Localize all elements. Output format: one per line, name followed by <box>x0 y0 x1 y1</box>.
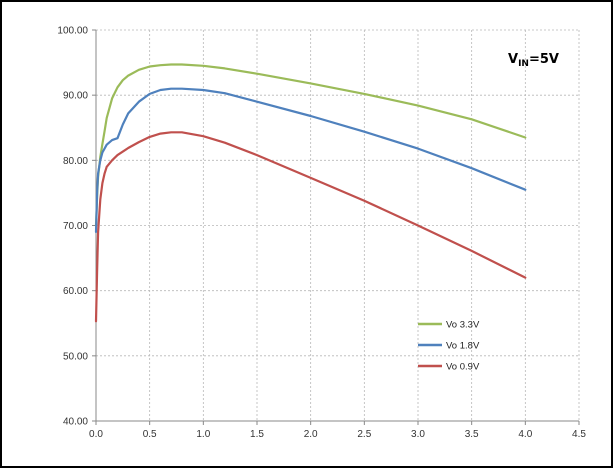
vin-annotation: VIN=5V <box>508 52 559 69</box>
y-tick-label: 40.00 <box>63 417 88 428</box>
x-tick-label: 4.5 <box>572 429 586 440</box>
x-tick-label: 1.0 <box>196 429 210 440</box>
x-tick-label: 3.5 <box>465 429 479 440</box>
y-tick-label: 80.00 <box>63 156 88 167</box>
grid <box>96 29 580 421</box>
x-tick-label: 2.0 <box>304 429 318 440</box>
vin-annotation-subscript: IN <box>518 59 529 69</box>
x-tick-label: 2.5 <box>357 429 371 440</box>
series-lines <box>94 63 527 323</box>
y-tick-label: 100.00 <box>57 26 88 37</box>
legend-label: Vo 0.9V <box>446 362 480 373</box>
x-tick-label: 3.0 <box>411 429 425 440</box>
vin-annotation-v: V <box>508 52 518 67</box>
series-line-2 <box>94 87 527 234</box>
series-line-3 <box>94 131 527 323</box>
legend-label: Vo 3.3V <box>446 320 480 331</box>
x-tick-label: 4.0 <box>518 429 532 440</box>
vin-annotation-value: =5V <box>529 52 559 67</box>
legend-label: Vo 1.8V <box>446 341 480 352</box>
axes: 0.0 0.5 1.0 1.5 2.0 2.5 3.0 3.5 4.0 4.5 40.00 50.00… <box>57 26 586 441</box>
y-tick-label: 50.00 <box>63 351 88 362</box>
x-tick-label: 1.5 <box>250 429 264 440</box>
series-line-1 <box>94 63 527 227</box>
x-tick-label: 0.0 <box>89 429 103 440</box>
y-tick-label: 70.00 <box>63 221 88 232</box>
y-tick-label: 90.00 <box>63 91 88 102</box>
x-tick-label: 0.5 <box>143 429 157 440</box>
legend: Vo 3.3V Vo 1.8V Vo 0.9V <box>418 320 480 373</box>
y-tick-label: 60.00 <box>63 286 88 297</box>
